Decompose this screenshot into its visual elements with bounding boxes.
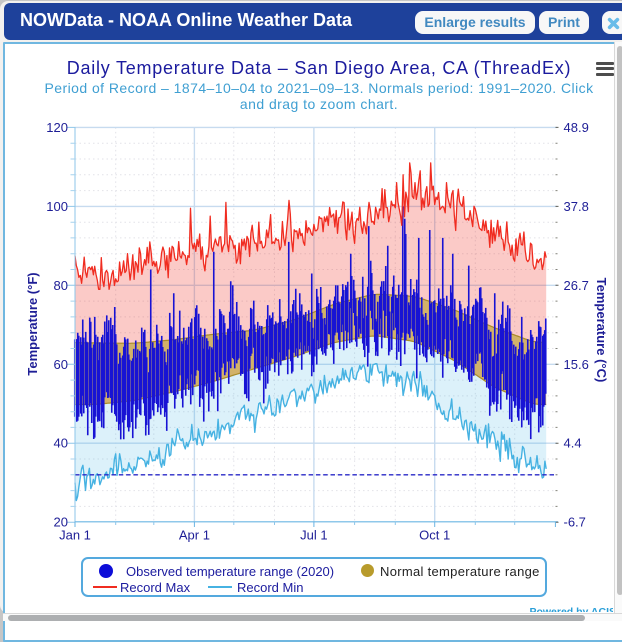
svg-text:100: 100 [46, 199, 68, 214]
svg-text:20: 20 [54, 515, 68, 530]
svg-text:-6.7: -6.7 [564, 515, 586, 530]
svg-text:Temperature (°C): Temperature (°C) [594, 278, 609, 383]
svg-text:37.8: 37.8 [564, 199, 589, 214]
svg-text:Jan 1: Jan 1 [59, 528, 91, 543]
svg-text:40: 40 [54, 436, 68, 451]
svg-text:26.7: 26.7 [564, 278, 589, 293]
svg-text:80: 80 [54, 278, 68, 293]
svg-text:48.9: 48.9 [564, 120, 589, 135]
svg-text:120: 120 [46, 120, 68, 135]
svg-text:Temperature (°F): Temperature (°F) [25, 272, 40, 375]
svg-text:Apr 1: Apr 1 [179, 528, 210, 543]
svg-text:4.4: 4.4 [564, 436, 582, 451]
svg-text:Oct 1: Oct 1 [419, 528, 450, 543]
svg-text:15.6: 15.6 [564, 357, 589, 372]
svg-text:Jul 1: Jul 1 [300, 528, 327, 543]
svg-text:60: 60 [54, 357, 68, 372]
